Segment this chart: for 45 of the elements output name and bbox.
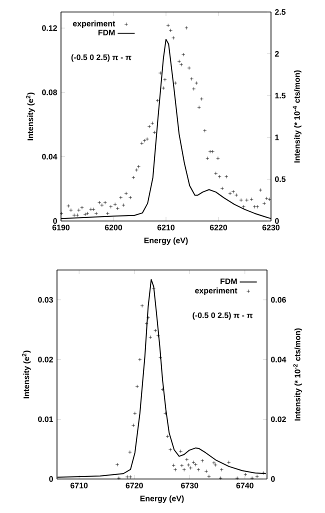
point bbox=[138, 358, 142, 362]
point bbox=[262, 471, 266, 475]
point bbox=[172, 463, 176, 468]
point bbox=[154, 328, 158, 332]
point bbox=[194, 462, 198, 466]
point bbox=[180, 464, 184, 468]
point bbox=[227, 460, 231, 464]
point bbox=[160, 388, 164, 392]
point bbox=[250, 476, 254, 480]
point bbox=[128, 475, 132, 479]
point bbox=[173, 468, 178, 472]
point bbox=[220, 468, 224, 472]
point bbox=[182, 468, 186, 472]
point bbox=[166, 434, 170, 438]
point bbox=[117, 476, 121, 480]
point bbox=[133, 412, 137, 416]
point bbox=[186, 463, 190, 467]
point bbox=[218, 476, 222, 480]
point bbox=[212, 461, 216, 465]
point bbox=[192, 460, 196, 464]
point bbox=[168, 448, 172, 452]
point bbox=[196, 468, 200, 472]
point bbox=[235, 476, 239, 480]
point bbox=[115, 462, 120, 466]
point bbox=[146, 316, 150, 320]
point bbox=[135, 384, 139, 388]
point bbox=[204, 469, 208, 474]
point bbox=[140, 304, 144, 308]
point bbox=[144, 322, 148, 326]
point bbox=[185, 458, 189, 462]
point bbox=[200, 458, 204, 463]
point bbox=[148, 335, 152, 339]
point bbox=[255, 474, 259, 478]
point bbox=[244, 472, 248, 476]
point bbox=[179, 449, 183, 454]
point bbox=[164, 412, 168, 416]
point bbox=[156, 334, 160, 338]
point bbox=[207, 474, 211, 478]
point bbox=[158, 356, 162, 360]
point bbox=[188, 466, 193, 470]
point bbox=[128, 450, 132, 454]
point bbox=[131, 423, 136, 428]
point bbox=[152, 287, 156, 291]
point bbox=[214, 463, 218, 467]
point bbox=[125, 475, 129, 479]
